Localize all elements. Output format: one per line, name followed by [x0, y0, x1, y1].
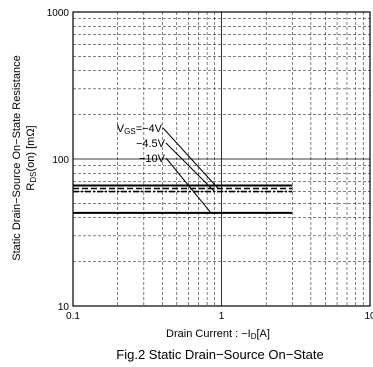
series-label: −4.5V [136, 138, 166, 150]
label-leaders [162, 127, 219, 214]
figure-caption: Fig.2 Static Drain−Source On−State [116, 347, 323, 362]
series-label: VGS=−4V [117, 123, 163, 136]
x-axis-title-sub: D [251, 332, 257, 341]
y-axis-title-rest: (on) [mΩ] [25, 125, 37, 171]
y-tick-label: 100 [52, 155, 69, 166]
series-label-leader [165, 142, 216, 192]
series-labels: VGS=−4V −4.5V −10V [117, 123, 166, 165]
series-group [73, 184, 293, 214]
series-label-value: =−4V [136, 123, 163, 135]
x-tick-label: 0.1 [66, 311, 80, 322]
series-label-leader [165, 157, 212, 214]
series-label: −10V [139, 153, 166, 165]
grid [73, 12, 370, 306]
series-label-leader [162, 127, 219, 189]
x-tick-label: 10 [364, 311, 373, 322]
x-axis-title-main: Drain Current : −I [166, 328, 251, 340]
x-axis-title-unit: [A] [257, 328, 270, 340]
series-label-prefix: V [117, 123, 125, 135]
x-tick-labels: 0.1 1 10 [66, 311, 373, 322]
x-tick-label: 1 [219, 311, 225, 322]
y-tick-label: 1000 [47, 8, 70, 19]
y-axis-title-line1: Static Drain−Source On−State Resistance [11, 55, 23, 260]
series-label-sub: GS [124, 127, 136, 136]
y-tick-labels: 10 100 1000 [47, 8, 70, 313]
x-axis-title: Drain Current : −ID[A] [166, 328, 270, 341]
y-axis-title-r: R [25, 183, 37, 191]
y-axis-title-sub: DS [29, 172, 38, 183]
plot-frame [72, 11, 371, 307]
y-tick-label: 10 [58, 302, 70, 313]
y-axis-title-line2: RDS(on) [mΩ] [25, 125, 38, 190]
